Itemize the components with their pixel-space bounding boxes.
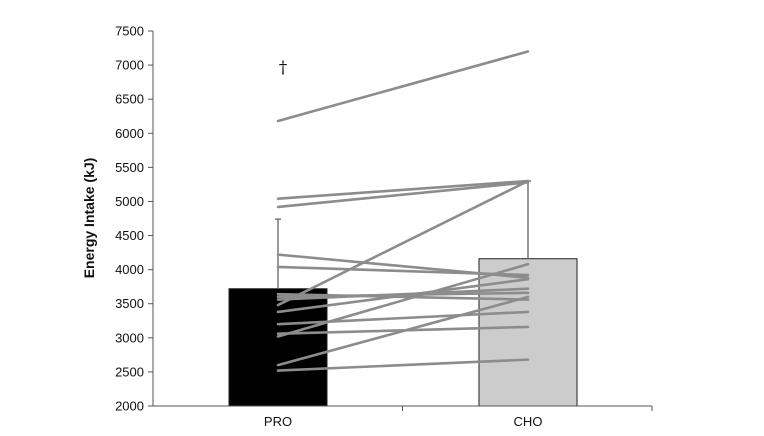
participant-line xyxy=(276,262,530,338)
y-tick-label: 4000 xyxy=(115,262,144,277)
individual-lines xyxy=(276,50,530,372)
y-tick-label: 6000 xyxy=(115,126,144,141)
participant-line xyxy=(276,295,530,367)
y-tick-label: 5500 xyxy=(115,160,144,175)
y-tick-label: 7500 xyxy=(115,24,144,39)
y-tick-label: 5000 xyxy=(115,194,144,209)
x-category-label: PRO xyxy=(264,414,292,429)
bar-cho xyxy=(478,258,578,407)
participant-line xyxy=(276,358,530,372)
y-axis-label: Energy Intake (kJ) xyxy=(81,158,97,279)
y-tick-label: 7000 xyxy=(115,58,144,73)
participant-line xyxy=(276,50,530,123)
participant-line xyxy=(276,287,530,301)
y-tick-label: 3000 xyxy=(115,330,144,345)
y-tick-label: 3500 xyxy=(115,296,144,311)
participant-line xyxy=(276,265,530,277)
y-tick-label: 2500 xyxy=(115,364,144,379)
dagger-annotation: † xyxy=(279,58,288,78)
participant-line xyxy=(276,181,530,209)
participant-line xyxy=(276,179,530,307)
x-axis: PRO CHO xyxy=(153,405,653,429)
y-tick-label: 6500 xyxy=(115,92,144,107)
participant-line xyxy=(276,277,530,314)
x-category-label: CHO xyxy=(514,414,543,429)
participant-line xyxy=(276,179,530,201)
participant-line xyxy=(276,310,530,326)
y-axis: 2000 2500 3000 3500 4000 4500 5000 5500 6000 6500… xyxy=(115,24,154,414)
y-tick-label: 4500 xyxy=(115,228,144,243)
y-tick-label: 2000 xyxy=(115,399,144,414)
